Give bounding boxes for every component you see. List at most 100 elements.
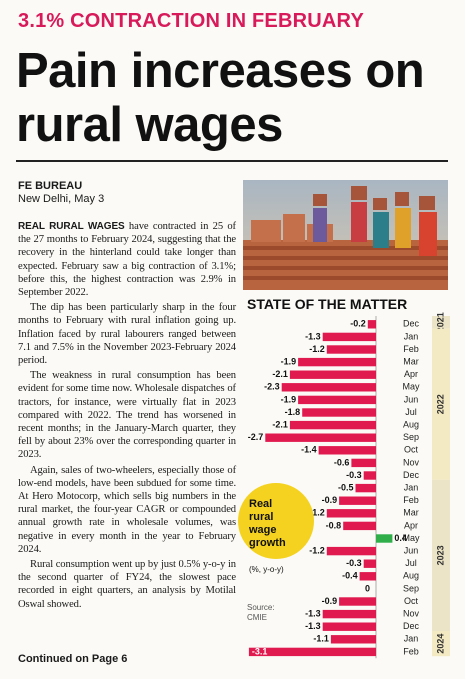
wage-growth-bar-chart: 2021 2022 2023 2024 -0.2 Dec -1.3 Jan -1.2 Feb -1.… xyxy=(248,312,450,659)
month-tick-label: Sep xyxy=(403,432,419,442)
chart-title: STATE OF THE MATTER xyxy=(247,296,408,312)
data-bar xyxy=(289,420,376,430)
month-tick-label: Oct xyxy=(404,596,419,606)
data-bar xyxy=(298,395,376,405)
paragraph-text: have contracted in 25 of the 27 months t… xyxy=(18,221,236,299)
data-label: -1.3 xyxy=(305,331,321,341)
year-label: 2022 xyxy=(435,394,445,414)
data-label: -1.2 xyxy=(309,344,325,354)
data-label: -0.9 xyxy=(322,495,338,505)
data-bar xyxy=(326,345,376,354)
month-tick-label: Jun xyxy=(404,394,419,404)
data-bar xyxy=(298,357,376,367)
data-label: -1.1 xyxy=(313,634,329,644)
data-bar xyxy=(322,609,376,619)
article-paragraph: REAL RURAL WAGES have contracted in 25 o… xyxy=(18,220,236,299)
data-label: -1.9 xyxy=(281,356,297,366)
continued-link[interactable]: Continued on Page 6 xyxy=(18,653,128,665)
data-bar xyxy=(363,471,376,480)
data-label: -0.4 xyxy=(342,571,358,581)
data-label: 0 xyxy=(365,583,370,593)
data-label: -2.7 xyxy=(248,432,264,442)
month-tick-label: May xyxy=(402,382,420,392)
month-tick-label: Dec xyxy=(403,319,420,329)
byline-agency: FE BUREAU xyxy=(18,180,83,192)
month-tick-label: Mar xyxy=(403,508,419,518)
chart-note-line: growth xyxy=(249,537,286,549)
data-bar xyxy=(302,408,376,417)
month-tick-label: Nov xyxy=(403,457,420,467)
headline: Pain increases on rural wages xyxy=(16,44,425,152)
month-tick-label: Apr xyxy=(404,369,418,379)
data-bar xyxy=(265,433,376,442)
year-label: 2023 xyxy=(435,545,445,565)
year-band xyxy=(432,328,450,480)
month-tick-label: Jan xyxy=(404,331,419,341)
month-tick-label: Nov xyxy=(403,608,420,618)
month-tick-label: Feb xyxy=(403,495,419,505)
data-bar xyxy=(343,521,376,531)
chart-source: Source: CMIE xyxy=(247,603,275,623)
lead-in: REAL RURAL WAGES xyxy=(18,221,125,232)
chart-note-line: Real xyxy=(249,498,273,510)
month-tick-label: Feb xyxy=(403,646,419,656)
chart-note: Real rural wage growth xyxy=(249,498,286,550)
data-bar xyxy=(351,458,376,468)
article-paragraph: The dip has been particularly sharp in t… xyxy=(18,302,236,367)
data-label: -1.2 xyxy=(309,508,325,518)
data-bar xyxy=(339,496,376,505)
chart-note-line: rural xyxy=(249,511,274,523)
data-bar xyxy=(376,534,393,543)
data-label: -2.1 xyxy=(272,419,288,429)
data-bar xyxy=(248,647,376,657)
chart-note-line: wage xyxy=(249,524,277,536)
chart-note-bubble xyxy=(238,483,314,559)
construction-workers-photo xyxy=(243,180,448,290)
source-label: Source: xyxy=(247,603,275,612)
article-paragraph: Rural consumption went up by just 0.5% y… xyxy=(18,559,236,610)
chart-note-unit: (%, y-o-y) xyxy=(249,565,284,574)
data-bar xyxy=(289,370,376,379)
data-bar xyxy=(363,559,376,568)
data-label: -1.3 xyxy=(305,621,321,631)
article-paragraph: The weakness in rural consumption has be… xyxy=(18,370,236,461)
data-bar xyxy=(326,546,376,556)
month-tick-label: Jul xyxy=(405,558,417,568)
article-body: REAL RURAL WAGES have contracted in 25 o… xyxy=(18,220,236,613)
data-label: -1.8 xyxy=(285,407,301,417)
year-label: 2021 xyxy=(435,312,445,332)
data-bar xyxy=(355,483,376,493)
data-bar xyxy=(322,622,376,631)
data-bar xyxy=(330,635,376,644)
month-tick-label: Jul xyxy=(405,407,417,417)
month-tick-label: Jan xyxy=(404,634,419,644)
article-paragraph: Again, sales of two-wheelers, especially… xyxy=(18,464,236,555)
month-tick-label: Mar xyxy=(403,356,419,366)
data-bar xyxy=(281,383,376,392)
month-tick-label: Aug xyxy=(403,419,419,429)
month-tick-label: May xyxy=(402,533,420,543)
data-label: -0.8 xyxy=(326,520,342,530)
data-bar xyxy=(326,509,376,518)
month-tick-label: Jan xyxy=(404,482,419,492)
data-label: -0.3 xyxy=(346,558,362,568)
month-tick-label: Feb xyxy=(403,344,419,354)
month-tick-label: Sep xyxy=(403,583,419,593)
kicker: 3.1% CONTRACTION IN FEBRUARY xyxy=(18,10,364,32)
month-tick-label: Oct xyxy=(404,445,419,455)
year-band xyxy=(432,631,450,657)
source-name: CMIE xyxy=(247,613,267,622)
data-label: -2.1 xyxy=(272,369,288,379)
month-tick-label: Dec xyxy=(403,621,420,631)
month-tick-label: Apr xyxy=(404,520,418,530)
byline-dateline: New Delhi, May 3 xyxy=(18,193,105,205)
byline: FE BUREAU New Delhi, May 3 xyxy=(18,180,104,206)
data-label: -3.1 xyxy=(252,646,268,656)
month-tick-label: Aug xyxy=(403,571,419,581)
data-label: -2.3 xyxy=(264,382,280,392)
data-bar xyxy=(359,572,376,581)
headline-rule xyxy=(16,160,448,162)
data-bar xyxy=(339,597,376,606)
data-bar xyxy=(318,446,376,455)
data-bar xyxy=(367,320,376,329)
